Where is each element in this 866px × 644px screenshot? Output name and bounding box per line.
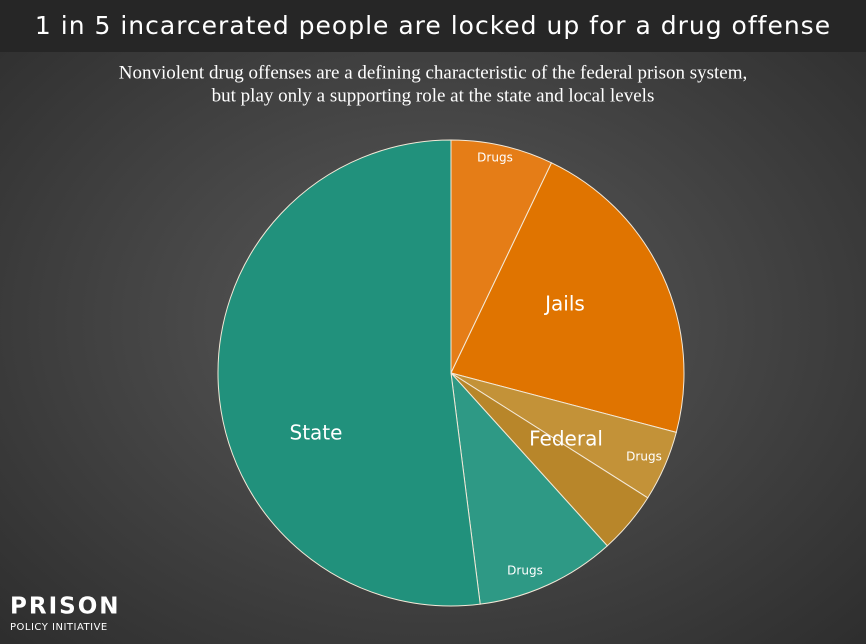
subtitle: but play only a supporting role at the s… — [212, 85, 655, 106]
pie-slice — [217, 139, 481, 607]
slice-label: Federal — [529, 427, 603, 451]
slice-label: State — [290, 421, 343, 445]
logo: PRISON — [10, 594, 121, 620]
pie-slice — [450, 139, 553, 374]
logo: POLICY INITIATIVE — [10, 622, 108, 633]
pie-slice — [450, 371, 608, 605]
subtitle: Nonviolent drug offenses are a defining … — [119, 62, 748, 83]
chart-title: 1 in 5 incarcerated people are locked up… — [35, 11, 831, 40]
pie-slice — [450, 162, 685, 433]
slice-label: Jails — [543, 292, 585, 316]
slice-label: Drugs — [477, 151, 513, 165]
slice-label: Drugs — [507, 564, 543, 578]
title-band — [0, 0, 866, 52]
slice-label: Drugs — [626, 450, 662, 464]
pie — [217, 139, 685, 607]
